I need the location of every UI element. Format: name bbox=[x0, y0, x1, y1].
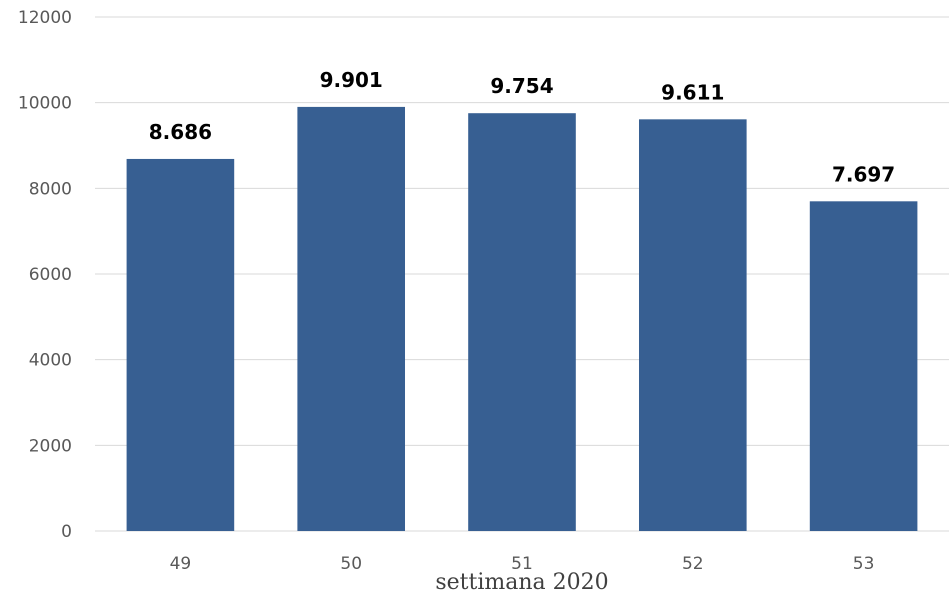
x-tick-label: 51 bbox=[511, 554, 533, 574]
data-label-week-51: 9.754 bbox=[490, 74, 553, 98]
data-labels: 8.686 9.901 9.754 9.611 7.697 bbox=[149, 68, 895, 186]
y-axis-tick-labels: 0 2000 4000 6000 8000 10000 12000 bbox=[18, 8, 72, 542]
x-tick-label: 49 bbox=[170, 554, 192, 574]
bar-week-50 bbox=[297, 106, 406, 531]
y-tick-label: 2000 bbox=[29, 436, 72, 456]
y-tick-label: 8000 bbox=[29, 179, 72, 199]
x-tick-label: 52 bbox=[682, 554, 704, 574]
bar-week-52 bbox=[638, 119, 747, 532]
bar-week-49 bbox=[126, 158, 235, 532]
x-axis-title: settimana 2020 bbox=[435, 570, 608, 595]
y-tick-label: 10000 bbox=[18, 94, 72, 114]
y-tick-label: 6000 bbox=[29, 265, 72, 285]
y-tick-label: 12000 bbox=[18, 8, 72, 28]
x-tick-label: 50 bbox=[340, 554, 362, 574]
data-label-week-50: 9.901 bbox=[320, 68, 383, 92]
x-tick-label: 53 bbox=[853, 554, 875, 574]
bars bbox=[126, 106, 918, 532]
y-tick-label: 4000 bbox=[29, 351, 72, 371]
data-label-week-52: 9.611 bbox=[661, 80, 724, 104]
x-axis-tick-labels: 49 50 51 52 53 bbox=[170, 554, 875, 574]
data-label-week-49: 8.686 bbox=[149, 120, 212, 144]
y-tick-label: 0 bbox=[61, 522, 72, 542]
data-label-week-53: 7.697 bbox=[832, 162, 895, 186]
bar-week-51 bbox=[468, 113, 576, 531]
bar-week-53 bbox=[809, 201, 918, 531]
